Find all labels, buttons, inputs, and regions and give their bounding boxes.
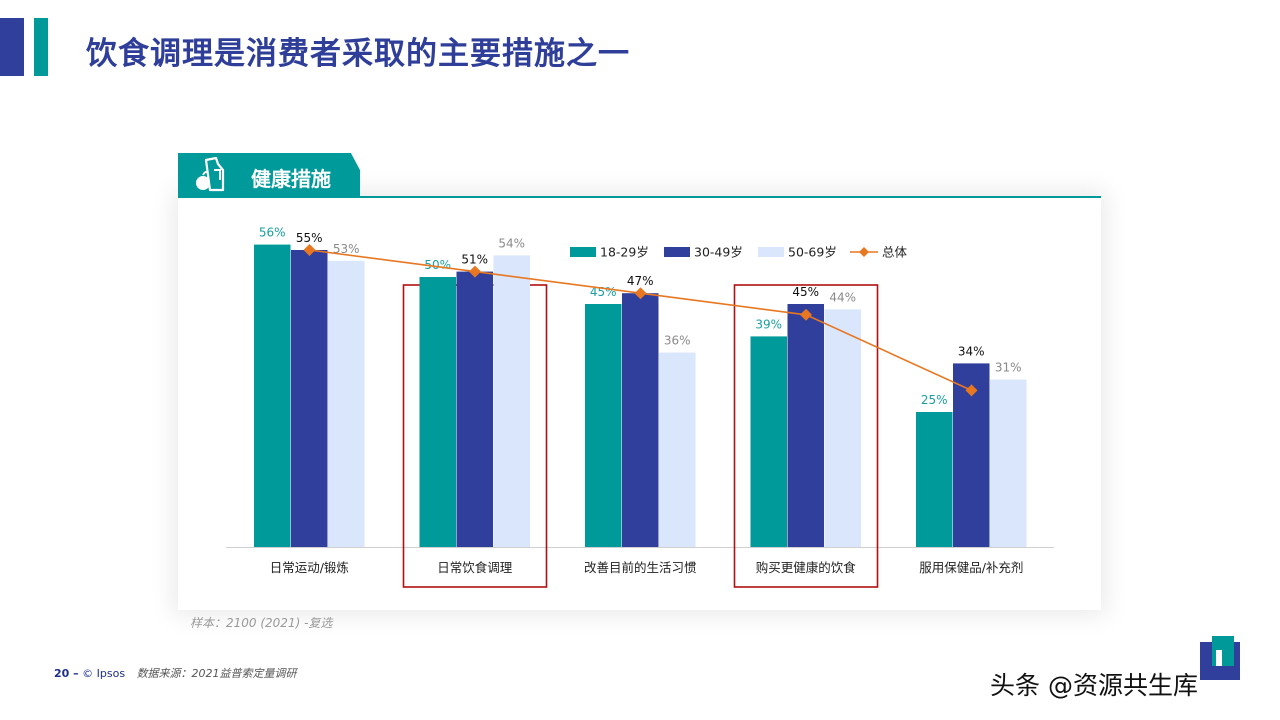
legend-swatch-50-69岁 [758, 247, 784, 257]
data-label-30-49岁-4: 45% [792, 285, 819, 299]
section-tab-label: 健康措施 [251, 167, 331, 191]
accent-bar-teal [34, 18, 48, 76]
page-title: 饮食调理是消费者采取的主要措施之一 [86, 36, 630, 72]
bar-18-29岁-4 [750, 336, 787, 547]
bar-50-69岁-3 [659, 352, 696, 547]
bar-30-49岁-2 [456, 271, 493, 547]
legend-swatch-18-29岁 [570, 247, 596, 257]
data-label-30-49岁-2: 51% [461, 253, 488, 267]
legend-marker-总体 [859, 247, 869, 257]
bar-50-69岁-2 [493, 255, 530, 547]
ipsos-logo-icon [1200, 636, 1240, 680]
legend-label-18-29岁: 18-29岁 [600, 245, 649, 260]
x-tick-label-2: 日常饮食调理 [437, 560, 513, 575]
data-label-18-29岁-4: 39% [755, 317, 782, 331]
watermark: 头条 @资源共生库 [990, 671, 1198, 700]
tab-underline [178, 196, 1101, 198]
data-label-30-49岁-1: 55% [296, 231, 323, 245]
accent-bar-navy [0, 18, 24, 76]
sample-note: 样本：2100 (2021) -复选 [190, 616, 333, 630]
bar-30-49岁-3 [622, 293, 659, 547]
marker-总体-1 [303, 244, 316, 256]
bar-50-69岁-4 [824, 309, 861, 547]
marker-总体-4 [800, 308, 812, 321]
x-tick-label-4: 购买更健康的饮食 [756, 560, 857, 575]
bar-18-29岁-1 [254, 244, 291, 547]
bar-30-49岁-1 [291, 250, 328, 547]
legend-swatch-30-49岁 [664, 247, 690, 257]
data-label-50-69岁-2: 54% [498, 236, 525, 250]
data-label-50-69岁-5: 31% [995, 361, 1022, 375]
bar-18-29岁-3 [585, 304, 622, 547]
bar-18-29岁-2 [419, 277, 456, 547]
data-label-18-29岁-2: 50% [424, 258, 451, 272]
bar-50-69岁-5 [990, 379, 1027, 547]
data-label-50-69岁-3: 36% [664, 334, 691, 348]
data-label-18-29岁-1: 56% [259, 226, 286, 240]
data-label-30-49岁-5: 34% [958, 344, 985, 358]
data-label-50-69岁-1: 53% [333, 242, 360, 256]
data-label-30-49岁-3: 47% [627, 274, 654, 288]
marker-总体-5 [965, 384, 978, 397]
page-number: 20 – [54, 667, 79, 680]
data-label-18-29岁-5: 25% [921, 393, 948, 407]
bar-50-69岁-1 [328, 260, 365, 547]
x-tick-label-5: 服用保健品/补充剂 [919, 560, 1023, 575]
highlight-box-4 [733, 284, 879, 588]
data-source: 数据来源：2021益普索定量调研 [136, 667, 297, 680]
data-label-50-69岁-4: 44% [829, 290, 856, 304]
x-tick-label-1: 日常运动/锻炼 [270, 560, 349, 575]
footer: 20 – © Ipsos 数据来源：2021益普索定量调研 [54, 665, 297, 681]
brand-copyright: © Ipsos [82, 667, 126, 680]
bar-30-49岁-4 [787, 304, 824, 547]
legend-label-总体: 总体 [882, 245, 908, 260]
marker-总体-2 [469, 265, 481, 278]
marker-总体-3 [634, 287, 647, 300]
x-tick-label-3: 改善目前的生活习惯 [584, 560, 697, 575]
food-apple-bottle-icon [196, 156, 225, 192]
legend-label-30-49岁: 30-49岁 [694, 245, 743, 260]
legend-label-50-69岁: 50-69岁 [788, 245, 837, 260]
bar-18-29岁-5 [916, 412, 953, 547]
